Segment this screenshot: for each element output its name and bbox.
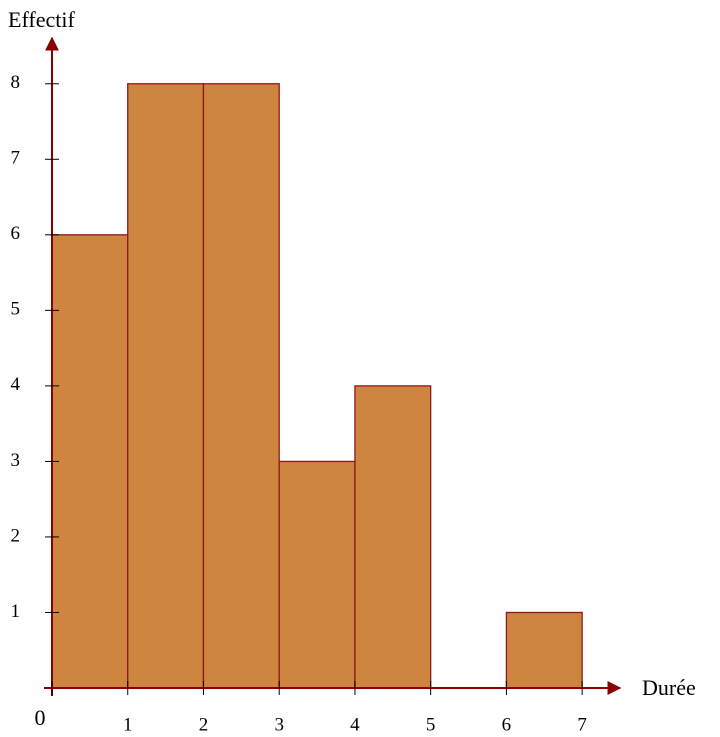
y-axis-label: Effectif: [8, 7, 75, 32]
bar: [505, 611, 583, 689]
x-tick-label: 0: [35, 705, 46, 730]
y-tick-label: 4: [11, 374, 21, 395]
y-tick-label: 6: [11, 223, 21, 244]
bar: [278, 460, 356, 689]
x-tick-label: 5: [426, 714, 436, 735]
x-tick-label: 1: [123, 714, 133, 735]
y-tick-label: 5: [11, 299, 21, 320]
y-tick-label: 8: [11, 72, 21, 93]
x-tick-label: 4: [350, 714, 360, 735]
bar: [202, 83, 280, 689]
bar: [354, 385, 432, 689]
bar: [51, 234, 129, 689]
x-tick-label: 6: [502, 714, 512, 735]
x-tick-label: 3: [274, 714, 284, 735]
x-axis-label: Durée: [642, 675, 696, 700]
x-tick-label: 2: [199, 714, 209, 735]
bar: [127, 83, 205, 689]
y-tick-label: 1: [11, 601, 21, 622]
y-tick-label: 2: [11, 525, 21, 546]
x-tick-label: 7: [577, 714, 587, 735]
y-tick-label: 7: [11, 148, 21, 169]
y-tick-label: 3: [11, 450, 21, 471]
